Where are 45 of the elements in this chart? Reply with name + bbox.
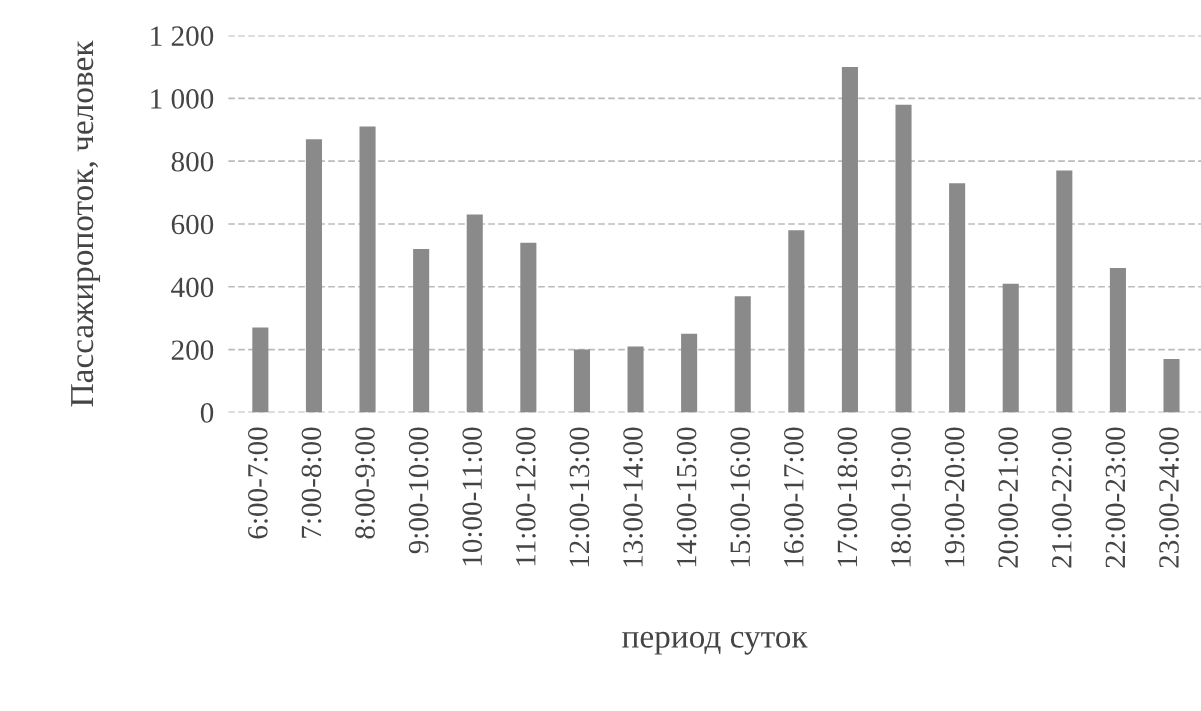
y-tick-label: 400	[171, 277, 214, 298]
x-tick-label: 18:00-19:00	[891, 427, 911, 567]
bar	[466, 214, 483, 413]
x-tick-label: 11:00-12:00	[515, 427, 536, 566]
x-tick-label: 12:00-13:00	[569, 427, 590, 567]
x-tick-label: 7:00-8:00	[301, 427, 322, 538]
bar	[359, 126, 376, 413]
y-tick-label: 200	[171, 340, 214, 360]
bar	[681, 333, 698, 413]
x-tick-label: 20:00-21:00	[998, 427, 1019, 568]
bar	[788, 230, 805, 413]
x-tick-label: 10:00-11:00	[462, 427, 483, 566]
x-axis-title: период суток	[622, 631, 808, 655]
bar	[252, 327, 269, 413]
x-tick-label: 23:00-24:00	[1159, 427, 1179, 568]
bar	[413, 249, 430, 413]
x-tick-label: 13:00-14:00	[623, 427, 643, 567]
y-tick-label: 600	[171, 214, 214, 235]
x-tick-label: 6:00-7:00	[247, 427, 268, 539]
x-tick-label: 9:00-10:00	[408, 427, 429, 554]
y-tick-label: 1 200	[151, 26, 214, 46]
y-tick-label: 0	[200, 403, 214, 423]
bar	[520, 242, 537, 413]
bar	[1056, 170, 1073, 413]
bar	[627, 346, 644, 413]
bar	[305, 139, 322, 413]
x-tick-label: 15:00-16:00	[730, 427, 751, 567]
bar	[895, 104, 912, 413]
bar	[1002, 283, 1019, 413]
x-tick-label: 8:00-9:00	[355, 427, 375, 539]
bar	[1109, 267, 1126, 413]
y-axis-title: Пассажиропоток, человек	[71, 40, 101, 407]
bar	[1163, 359, 1180, 413]
x-tick-label: 22:00-23:00	[1105, 427, 1126, 568]
x-tick-label: 14:00-15:00	[676, 427, 697, 567]
x-tick-label: 19:00-20:00	[944, 427, 965, 567]
y-tick-label: 1 000	[151, 89, 214, 109]
bar	[949, 183, 966, 413]
bar	[573, 349, 590, 413]
bar	[734, 296, 751, 413]
x-tick-label: 16:00-17:00	[783, 427, 804, 567]
bar	[841, 66, 858, 413]
x-tick-label: 17:00-18:00	[837, 427, 858, 567]
x-tick-label: 21:00-22:00	[1051, 427, 1072, 568]
y-tick-label: 800	[171, 151, 214, 172]
